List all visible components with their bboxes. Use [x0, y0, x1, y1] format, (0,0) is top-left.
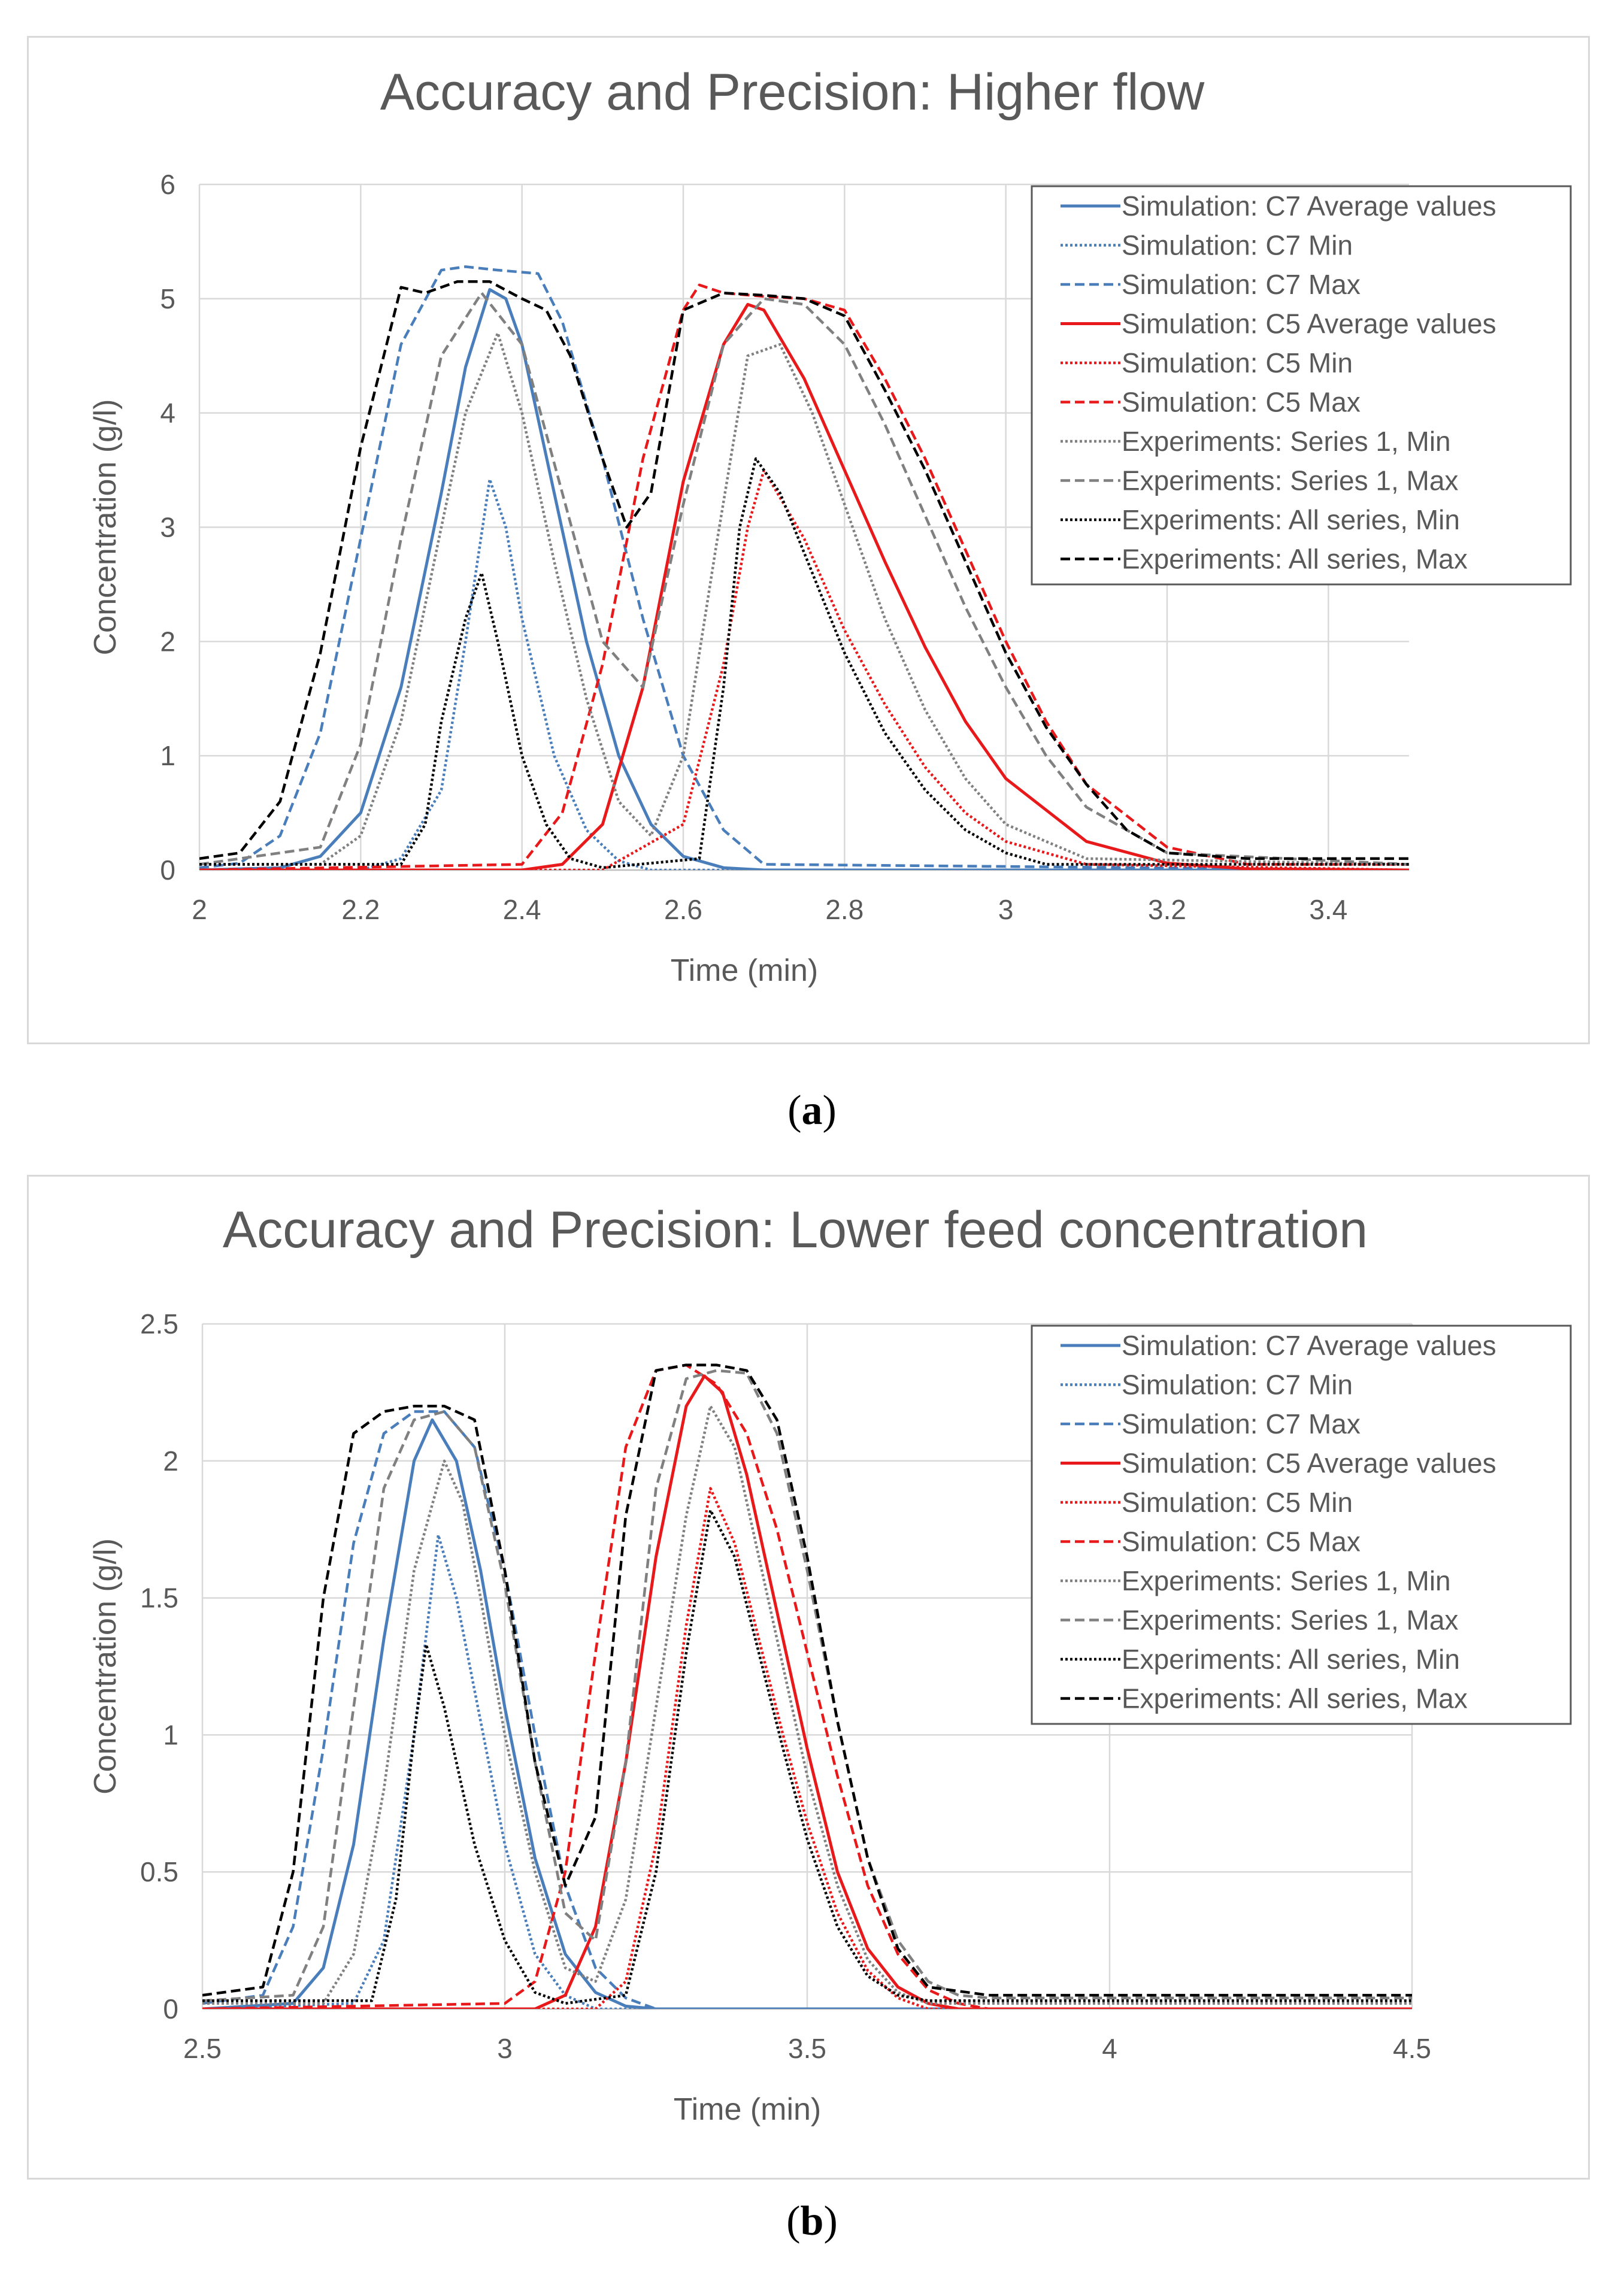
series-line [199, 292, 1409, 866]
x-tick-label: 2.2 [341, 894, 380, 925]
x-tick-label: 3 [497, 2033, 513, 2064]
y-tick-label: 2 [160, 626, 175, 657]
legend-label: Experiments: All series, Max [1122, 544, 1468, 575]
chart-b: Accuracy and Precision: Lower feed conce… [88, 1201, 1572, 2127]
series-line [202, 1369, 1412, 2002]
y-tick-label: 4 [160, 398, 175, 429]
legend-label: Experiments: Series 1, Max [1122, 465, 1458, 496]
series-line [202, 1363, 1412, 1997]
y-tick-label: 5 [160, 283, 175, 314]
series-line [199, 457, 1409, 869]
legend-box [1031, 1325, 1572, 1725]
legend-label: Simulation: C5 Min [1122, 347, 1353, 378]
y-tick-label: 2.5 [140, 1308, 178, 1339]
chart-panel-b: Accuracy and Precision: Lower feed conce… [27, 1175, 1590, 2180]
x-tick-label: 4.5 [1393, 2033, 1431, 2064]
series-line [202, 1374, 1412, 2009]
caption-letter-a: a [801, 1087, 823, 1134]
x-tick-label: 3.4 [1309, 894, 1347, 925]
x-tick-label: 2.8 [825, 894, 863, 925]
y-tick-label: 1.5 [140, 1583, 178, 1614]
y-tick-label: 1 [163, 1719, 178, 1750]
y-tick-label: 2 [163, 1445, 178, 1477]
y-tick-label: 3 [160, 512, 175, 543]
legend-label: Simulation: C7 Min [1122, 230, 1353, 261]
legend-label: Simulation: C7 Average values [1122, 1330, 1496, 1361]
legend-label: Experiments: All series, Min [1122, 504, 1460, 535]
x-tick-label: 2.4 [503, 894, 541, 925]
series-line [202, 1533, 1412, 2009]
legend-box [1031, 185, 1572, 586]
y-tick-label: 6 [160, 169, 175, 200]
caption-letter-b: b [800, 2198, 824, 2244]
legend: Simulation: C7 Average values Simulation:… [1031, 185, 1572, 586]
series-line [199, 331, 1409, 866]
series-line [202, 1405, 1412, 2005]
legend-label: Simulation: C7 Max [1122, 1408, 1361, 1439]
legend-label: Simulation: C7 Max [1122, 269, 1361, 300]
legend-label: Simulation: C7 Min [1122, 1369, 1353, 1401]
x-tick-label: 3 [998, 894, 1014, 925]
chart-title: Accuracy and Precision: Higher flow [380, 63, 1205, 121]
x-tick-label: 3.2 [1148, 894, 1186, 925]
series-line [199, 302, 1409, 870]
legend-label: Experiments: Series 1, Max [1122, 1605, 1458, 1636]
legend-label: Experiments: Series 1, Min [1122, 426, 1451, 457]
legend-label: Simulation: C5 Average values [1122, 308, 1496, 340]
y-tick-label: 0 [163, 1993, 178, 2024]
series-line [202, 1418, 1412, 2009]
x-tick-label: 3.5 [788, 2033, 826, 2064]
x-tick-label: 2 [192, 894, 207, 925]
x-axis-label: Time (min) [674, 2092, 822, 2127]
legend-label: Simulation: C5 Min [1122, 1487, 1353, 1518]
chart-a: Accuracy and Precision: Higher flow 0 1 2 3 4… [88, 63, 1572, 988]
legend-label: Simulation: C5 Max [1122, 387, 1361, 418]
legend-label: Experiments: All series, Min [1122, 1644, 1460, 1675]
legend: Simulation: C7 Average values Simulation:… [1031, 1325, 1572, 1725]
x-tick-label: 4 [1102, 2033, 1117, 2064]
legend-label: Simulation: C5 Max [1122, 1526, 1361, 1557]
legend-label: Experiments: All series, Max [1122, 1683, 1468, 1714]
x-tick-label: 2.6 [664, 894, 702, 925]
series-line [202, 1508, 1412, 2005]
x-tick-label: 2.5 [183, 2033, 222, 2064]
figure-caption-b: (b) [786, 2198, 838, 2244]
legend-label: Experiments: Series 1, Min [1122, 1565, 1451, 1596]
y-tick-label: 0.5 [140, 1856, 178, 1887]
y-axis-label: Concentration (g/l) [88, 1538, 123, 1795]
series-line [202, 1410, 1412, 2009]
y-axis-label: Concentration (g/l) [88, 399, 123, 656]
x-axis-label: Time (min) [671, 953, 819, 988]
legend-label: Simulation: C7 Average values [1122, 190, 1496, 222]
series-line [199, 468, 1409, 870]
series-group [199, 265, 1409, 870]
series-line [199, 280, 1409, 860]
figure-caption-a: (a) [787, 1087, 837, 1134]
chart-panel-a: Accuracy and Precision: Higher flow 0 1 2 3 4… [27, 36, 1590, 1044]
y-tick-label: 1 [160, 740, 175, 771]
series-line [202, 1487, 1412, 2009]
y-tick-label: 0 [160, 854, 175, 886]
chart-title: Accuracy and Precision: Lower feed conce… [223, 1201, 1368, 1259]
series-group [202, 1363, 1412, 2009]
series-line [202, 1363, 1412, 2009]
series-line [199, 265, 1409, 870]
legend-label: Simulation: C5 Average values [1122, 1448, 1496, 1479]
